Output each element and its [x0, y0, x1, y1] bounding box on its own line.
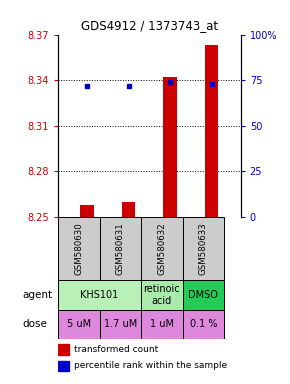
Bar: [99, 310, 141, 339]
Text: DMSO: DMSO: [188, 290, 218, 300]
Bar: [122, 202, 135, 217]
Text: GSM580631: GSM580631: [116, 222, 125, 275]
Bar: [141, 310, 183, 339]
Bar: [205, 45, 218, 217]
Bar: [58, 217, 99, 280]
Text: retinoic
acid: retinoic acid: [144, 284, 180, 306]
Text: GSM580632: GSM580632: [157, 222, 166, 275]
Text: GSM580630: GSM580630: [74, 222, 83, 275]
Text: agent: agent: [23, 290, 53, 300]
Text: dose: dose: [23, 319, 48, 329]
Bar: [183, 310, 224, 339]
Text: GSM580633: GSM580633: [199, 222, 208, 275]
Text: 1 uM: 1 uM: [150, 319, 174, 329]
Bar: [58, 280, 141, 310]
Bar: [183, 280, 224, 310]
Bar: [58, 361, 69, 371]
Text: 1.7 uM: 1.7 uM: [104, 319, 137, 329]
Text: 5 uM: 5 uM: [67, 319, 91, 329]
Text: KHS101: KHS101: [80, 290, 119, 300]
Bar: [58, 344, 69, 355]
Bar: [99, 217, 141, 280]
Title: GDS4912 / 1373743_at: GDS4912 / 1373743_at: [81, 19, 218, 32]
Bar: [164, 77, 177, 217]
Text: transformed count: transformed count: [75, 345, 159, 354]
Text: percentile rank within the sample: percentile rank within the sample: [75, 361, 228, 371]
Text: 0.1 %: 0.1 %: [190, 319, 217, 329]
Bar: [141, 280, 183, 310]
Bar: [80, 205, 94, 217]
Bar: [183, 217, 224, 280]
Bar: [58, 310, 99, 339]
Bar: [141, 217, 183, 280]
